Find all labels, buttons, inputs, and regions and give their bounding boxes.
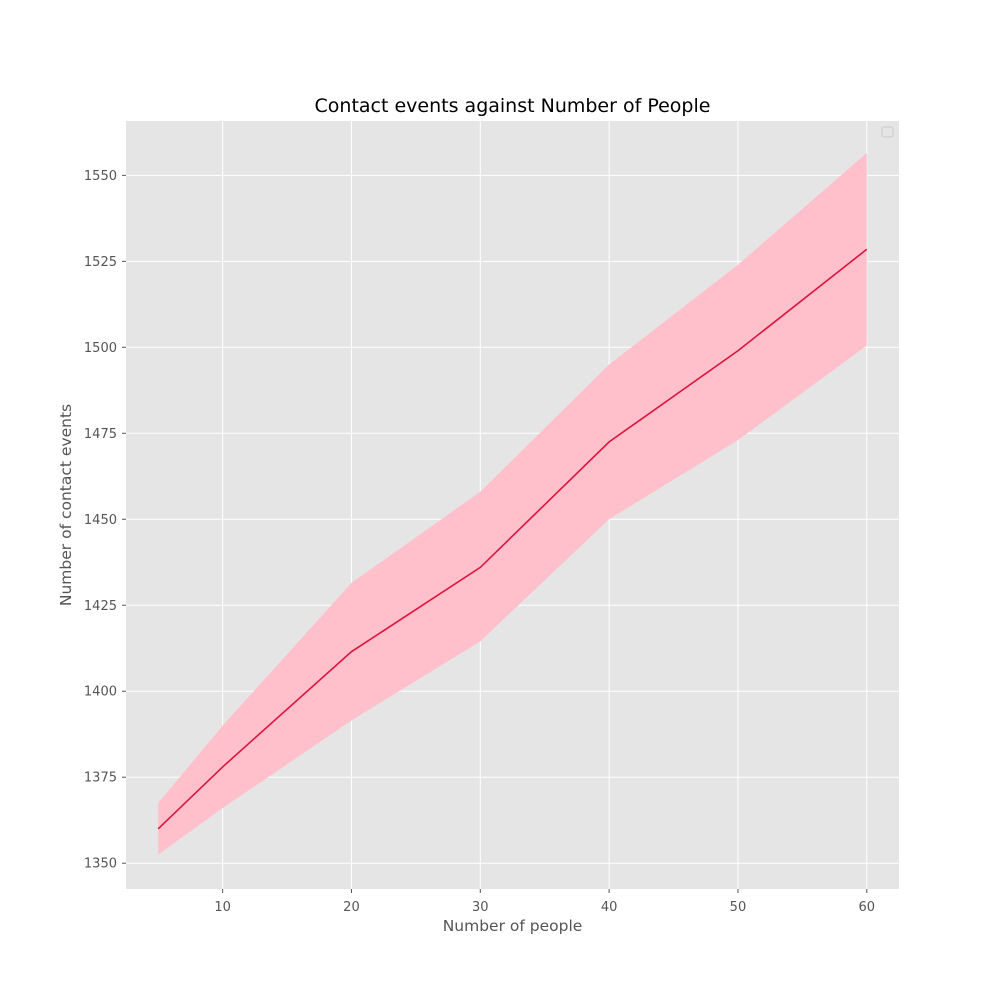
y-tick-label: 1475 (84, 427, 117, 442)
y-tick-label: 1375 (84, 771, 117, 786)
y-tick-label: 1425 (84, 599, 117, 614)
x-tick-label: 10 (214, 900, 231, 915)
y-axis-label: Number of contact events (57, 404, 75, 606)
y-tick-label: 1400 (84, 685, 117, 700)
x-axis-ticks: 10 20 30 40 50 60 (214, 889, 875, 915)
x-tick-label: 30 (472, 900, 489, 915)
y-tick-label: 1550 (84, 169, 117, 184)
y-tick-label: 1350 (84, 857, 117, 872)
legend (881, 126, 894, 138)
confidence-band (158, 152, 867, 855)
y-axis-ticks: 1350 1375 1400 1425 1450 1475 1500 1525 1550 (84, 169, 126, 872)
chart-title: Contact events against Number of People (315, 95, 711, 117)
x-tick-label: 50 (730, 900, 747, 915)
y-tick-label: 1500 (84, 341, 117, 356)
y-tick-label: 1450 (84, 513, 117, 528)
x-tick-label: 20 (343, 900, 360, 915)
x-tick-label: 40 (601, 900, 618, 915)
mean-line (157, 248, 868, 830)
x-tick-label: 60 (859, 900, 876, 915)
y-tick-label: 1525 (84, 255, 117, 270)
x-axis-label: Number of people (443, 917, 583, 935)
